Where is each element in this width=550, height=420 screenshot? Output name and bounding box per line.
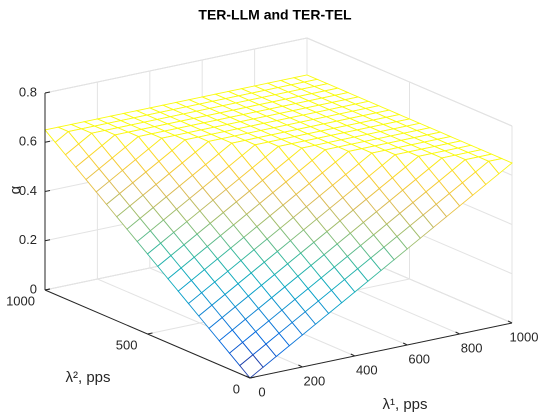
x-tick — [507, 320, 513, 324]
chart-title: TER-LLM and TER-TEL — [198, 7, 352, 23]
x-tick-label: 1000 — [510, 329, 539, 344]
x-axis-label: λ¹, pps — [382, 396, 427, 413]
z-tick — [44, 288, 51, 291]
mesh-cell — [239, 354, 264, 379]
z-tick-label: 0.6 — [19, 134, 37, 149]
y-axis-label: λ², pps — [65, 369, 110, 386]
x-axis-line — [249, 322, 513, 379]
z-tick — [44, 91, 51, 94]
z-tick — [44, 190, 51, 192]
z-tick-label: 0.2 — [19, 232, 37, 247]
grid-line — [306, 37, 513, 127]
x-tick — [455, 331, 460, 335]
x-tick — [245, 375, 251, 379]
x-tick — [402, 342, 408, 346]
y-tick — [249, 376, 256, 379]
x-tick — [350, 353, 356, 357]
x-tick — [298, 364, 303, 368]
surface-layer — [44, 74, 513, 379]
x-tick-label: 200 — [304, 373, 326, 388]
z-axis-label: α — [7, 185, 24, 194]
z-tick-label: 0 — [30, 281, 37, 296]
z-tick-label: 0.4 — [19, 183, 37, 198]
x-tick-label: 800 — [461, 340, 483, 355]
y-tick-label: 1000 — [6, 293, 35, 308]
y-tick-label: 0 — [233, 381, 240, 396]
x-tick-label: 400 — [356, 362, 378, 377]
z-tick — [44, 239, 51, 242]
y-tick-label: 500 — [116, 337, 138, 352]
y-tick — [147, 332, 153, 335]
z-tick — [44, 140, 51, 143]
x-tick-label: 0 — [258, 384, 265, 399]
z-tick-label: 0.8 — [19, 84, 37, 99]
grid-line — [44, 37, 308, 94]
x-tick-label: 600 — [408, 351, 430, 366]
